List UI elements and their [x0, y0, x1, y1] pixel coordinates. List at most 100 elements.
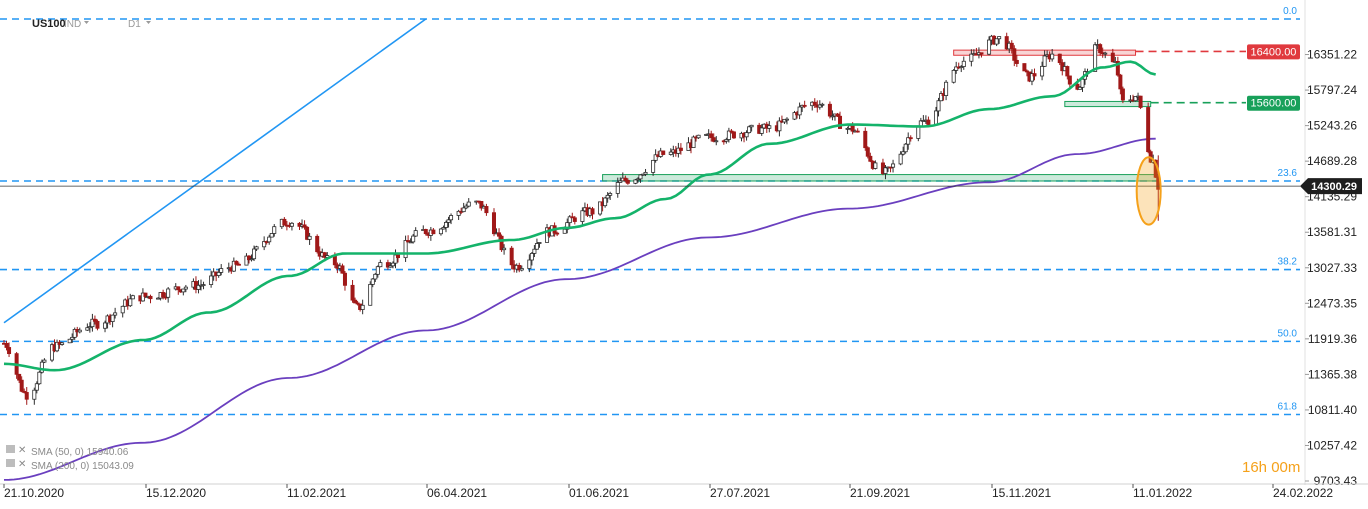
- candle-body: [643, 171, 648, 175]
- candle-body: [438, 228, 443, 235]
- candle-body: [767, 125, 772, 129]
- legend-sma200[interactable]: ✕ SMA (200, 0) 15043.09: [6, 459, 134, 472]
- candle-body: [711, 137, 716, 142]
- candle: [1004, 32, 1009, 51]
- candle: [219, 264, 224, 276]
- candle: [603, 196, 608, 208]
- candle-body: [32, 389, 37, 400]
- candle-body: [406, 240, 411, 243]
- timeframe-label[interactable]: D1: [128, 19, 141, 30]
- candle-timer: 16h 00m: [1242, 459, 1300, 476]
- candle-body: [555, 232, 560, 235]
- symbol-label[interactable]: US100: [32, 18, 66, 30]
- candle: [282, 217, 287, 226]
- candles: [2, 32, 1161, 405]
- candle: [883, 165, 888, 180]
- candle-body: [396, 254, 401, 259]
- sma-200-path: [3, 137, 1156, 481]
- candle-body: [661, 150, 666, 155]
- sma50-remove-icon[interactable]: ✕: [18, 445, 26, 456]
- candle: [926, 116, 931, 126]
- candle-body: [87, 326, 92, 329]
- candle-body: [466, 201, 471, 207]
- y-tick-label: 11365.38: [1308, 367, 1357, 381]
- candle-body: [140, 292, 145, 302]
- candle-body: [1118, 74, 1123, 90]
- candle: [55, 339, 60, 353]
- candle: [368, 281, 373, 306]
- candle: [22, 388, 27, 394]
- sma200-menu-icon[interactable]: [6, 459, 15, 467]
- legend-sma50[interactable]: ✕ SMA (50, 0) 15940.06: [6, 445, 129, 458]
- candle: [449, 213, 454, 225]
- candle: [936, 97, 941, 117]
- candle: [747, 125, 752, 134]
- candle-body: [305, 226, 310, 240]
- candle-body: [598, 201, 603, 215]
- candle: [262, 236, 267, 251]
- candle: [987, 36, 992, 56]
- candle-body: [891, 163, 896, 168]
- instrument-dropdown-icon[interactable]: [84, 21, 89, 24]
- candle-body: [908, 137, 913, 140]
- y-axis: 16351.2215797.2415243.2614689.2814135.29…: [1300, 0, 1362, 488]
- candle: [406, 235, 411, 243]
- candle: [140, 288, 145, 302]
- candle-body: [903, 143, 908, 153]
- candle-body: [254, 246, 259, 250]
- candle: [661, 150, 666, 156]
- candle-body: [446, 219, 451, 223]
- candle: [1138, 95, 1143, 110]
- candle-body: [635, 178, 640, 181]
- candle-body: [863, 130, 868, 149]
- candle-body: [608, 193, 613, 196]
- candle: [95, 319, 100, 331]
- candle-body: [269, 233, 274, 238]
- x-tick-label: 21.10.2020: [4, 486, 64, 500]
- candle: [4, 340, 9, 351]
- candle: [731, 131, 736, 139]
- candle: [956, 62, 961, 70]
- candle: [726, 127, 731, 143]
- sma50-menu-icon[interactable]: [6, 445, 15, 453]
- candle-body: [537, 242, 542, 244]
- instrument-type-label: IND: [64, 19, 81, 30]
- candle: [305, 226, 310, 241]
- candle: [580, 207, 585, 226]
- candle-body: [570, 216, 575, 219]
- x-tick-label: 15.12.2020: [146, 486, 206, 500]
- x-tick-label: 15.11.2021: [992, 486, 1051, 500]
- candle: [777, 117, 782, 137]
- candle-body: [90, 318, 95, 328]
- candle-body: [196, 284, 201, 290]
- candle-body: [802, 104, 807, 107]
- x-tick-label: 11.02.2021: [287, 486, 346, 500]
- x-tick-label: 11.01.2022: [1133, 486, 1192, 500]
- candle-body: [969, 53, 974, 62]
- candle-body: [431, 229, 436, 235]
- fib-label-4: 61.8: [1278, 402, 1298, 413]
- candle: [446, 216, 451, 228]
- sma200-remove-icon[interactable]: ✕: [18, 459, 26, 470]
- candle-body: [1067, 75, 1072, 85]
- candle: [1012, 45, 1017, 67]
- candle-body: [792, 112, 797, 120]
- candle: [1014, 54, 1019, 67]
- candle: [1065, 65, 1070, 80]
- candle: [360, 299, 365, 315]
- candle-body: [378, 262, 383, 268]
- candle-body: [901, 151, 906, 155]
- candle-body: [959, 66, 964, 68]
- candle-body: [898, 153, 903, 165]
- candle-body: [726, 130, 731, 140]
- candle-body: [838, 115, 843, 129]
- candle: [77, 327, 82, 334]
- candle-body: [987, 39, 992, 55]
- candle-body: [166, 288, 171, 298]
- candle-body: [315, 235, 320, 253]
- candle: [916, 125, 921, 142]
- timeframe-dropdown-icon[interactable]: [146, 21, 151, 24]
- candle: [784, 117, 789, 125]
- candle: [431, 227, 436, 235]
